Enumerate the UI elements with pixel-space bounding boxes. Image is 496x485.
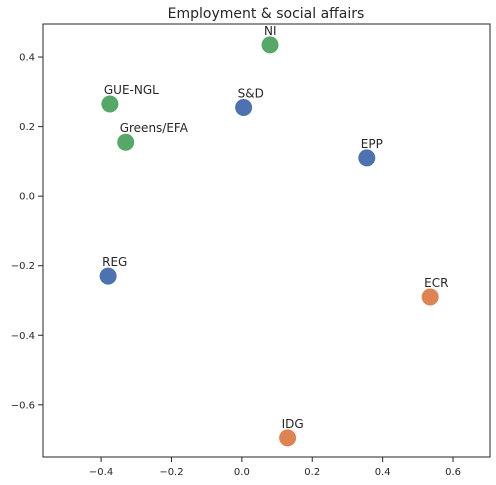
data-point-label: IDG [282,417,304,431]
data-point-label: GUE-NGL [104,83,159,97]
data-point-label: NI [264,24,277,38]
y-tick-label: 0.2 [19,122,35,133]
data-labels: NI GUE-NGL Greens/EFA S&D EPP REG ECR IDG [102,24,448,431]
x-tick-label: 0.2 [304,467,320,478]
chart-title: Employment & social affairs [168,6,365,22]
y-axis: −0.6 −0.4 −0.2 0.0 0.2 0.4 [11,53,43,411]
y-tick-label: −0.4 [11,331,35,342]
data-point [358,149,376,167]
x-tick-label: 0.4 [375,467,391,478]
data-point [421,288,439,306]
data-point [279,429,297,447]
data-point [117,133,135,151]
y-tick-label: 0.4 [19,53,35,64]
x-tick-label: −0.2 [159,467,183,478]
x-tick-label: −0.4 [89,467,113,478]
y-tick-label: −0.2 [11,261,35,272]
data-point [101,95,119,113]
x-axis: −0.4 −0.2 0.0 0.2 0.4 0.6 [89,457,461,478]
data-point [99,267,117,285]
plot-area [42,23,491,458]
data-point-label: S&D [238,86,264,100]
data-point [261,36,279,54]
data-point-label: Greens/EFA [120,121,189,135]
data-point [235,98,253,116]
y-tick-label: 0.0 [19,192,35,203]
y-tick-label: −0.6 [11,400,35,411]
data-point-label: ECR [424,276,448,290]
data-points [99,36,439,447]
x-tick-label: 0.0 [234,467,250,478]
data-point-label: EPP [361,137,383,151]
x-tick-label: 0.6 [445,467,461,478]
data-point-label: REG [102,255,127,269]
